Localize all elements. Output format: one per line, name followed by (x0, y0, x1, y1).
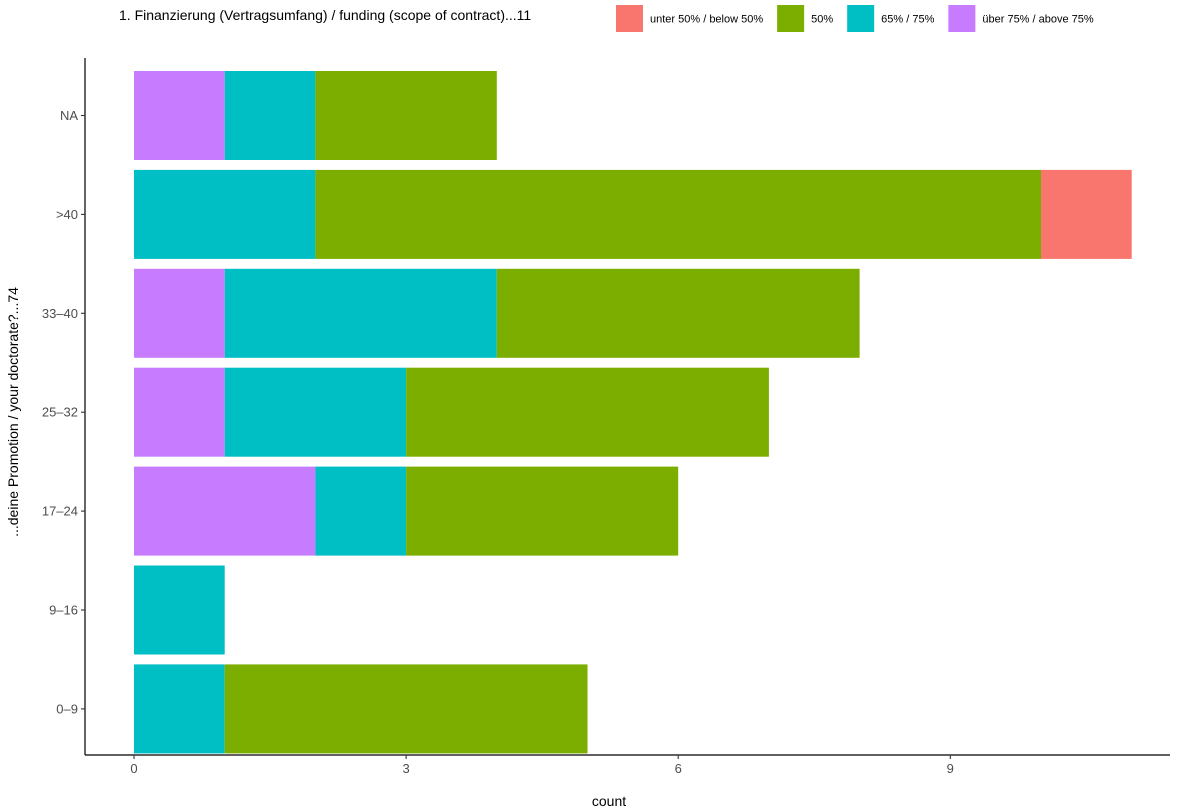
legend-label: 65% / 75% (881, 14, 934, 26)
bars (134, 71, 1132, 754)
bar-segment (315, 71, 497, 160)
legend-key (847, 5, 875, 32)
y-tick-label: 0–9 (56, 701, 78, 716)
bar-segment (134, 565, 225, 655)
y-tick-label: 17–24 (42, 504, 78, 519)
bar-segment (496, 268, 860, 358)
bar-segment (134, 169, 316, 259)
x-axis-title: count (592, 793, 626, 809)
y-axis-ticks: NA >40 33–40 25–32 17–24 9–16 0–9 (42, 108, 85, 716)
y-tick-label: 25–32 (42, 405, 78, 420)
legend: 1. Finanzierung (Vertragsumfang) / fundi… (119, 5, 1094, 32)
bar-segment (224, 367, 407, 457)
bar-segment (1041, 169, 1132, 259)
y-tick-label: 9–16 (49, 603, 78, 618)
y-tick-label: 33–40 (42, 306, 78, 321)
x-tick-label: 9 (947, 761, 954, 776)
legend-label: über 75% / above 75% (982, 14, 1094, 26)
legend-key (948, 5, 976, 32)
bar-segment (134, 466, 316, 556)
y-axis-title: ...deine Promotion / your doctorate?...7… (5, 287, 21, 537)
bar-segment (224, 71, 316, 160)
bar-segment (315, 169, 1041, 259)
legend-title: 1. Finanzierung (Vertragsumfang) / fundi… (119, 7, 531, 23)
bar-segment (224, 664, 588, 754)
bar-segment (134, 268, 225, 358)
bar-segment (134, 367, 225, 457)
bar-segment (224, 268, 497, 358)
bar-segment (134, 71, 225, 160)
bar-segment (134, 664, 225, 754)
legend-label: unter 50% / below 50% (650, 14, 763, 26)
bar-segment (406, 367, 769, 457)
bar-segment (315, 466, 407, 556)
legend-label: 50% (811, 14, 833, 26)
bar-segment (406, 466, 679, 556)
legend-key (616, 5, 643, 32)
x-axis-ticks: 0 3 6 9 (130, 755, 954, 776)
y-tick-label: >40 (56, 207, 78, 222)
x-tick-label: 3 (402, 761, 409, 776)
x-tick-label: 6 (675, 761, 682, 776)
x-tick-label: 0 (130, 761, 137, 776)
y-tick-label: NA (60, 108, 78, 123)
legend-key (777, 5, 805, 32)
